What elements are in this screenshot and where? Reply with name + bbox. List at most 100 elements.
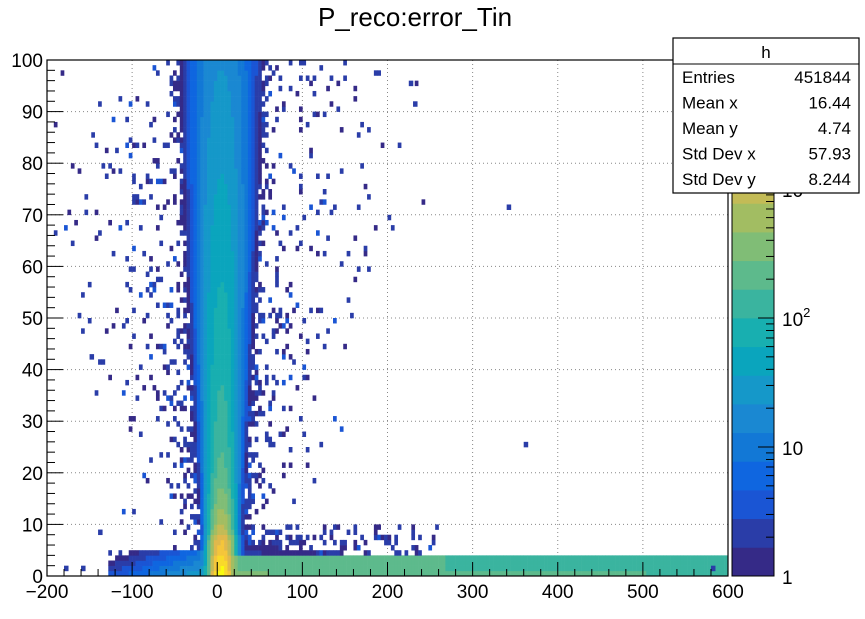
heatmap-bin <box>172 462 177 468</box>
heatmap-bin <box>268 421 273 427</box>
heatmap-bin <box>247 488 252 494</box>
heatmap-bin <box>339 426 344 432</box>
heatmap-bin <box>278 555 283 561</box>
heatmap-bin <box>183 85 187 92</box>
heatmap-bin <box>254 266 259 272</box>
heatmap-bin <box>567 555 572 561</box>
heatmap-bin <box>200 168 204 174</box>
heatmap-bin <box>203 338 208 345</box>
heatmap-bin <box>394 539 399 546</box>
heatmap-bin <box>329 534 334 541</box>
heatmap-bin <box>200 348 204 355</box>
heatmap-bin <box>244 240 249 247</box>
heatmap-bin <box>281 323 286 329</box>
heatmap-bin <box>200 410 204 417</box>
heatmap-bin <box>227 250 232 257</box>
heatmap-bin <box>506 204 512 210</box>
heatmap-bin <box>244 416 249 422</box>
heatmap-bin <box>288 85 293 92</box>
heatmap-bin <box>547 560 552 566</box>
heatmap-bin <box>472 565 477 572</box>
heatmap-bin <box>254 256 259 262</box>
heatmap-bin <box>155 225 160 231</box>
heatmap-bin <box>435 524 439 530</box>
heatmap-bin <box>224 400 228 407</box>
heatmap-bin <box>254 90 259 97</box>
heatmap-bin <box>251 312 256 319</box>
heatmap-bin <box>217 514 221 520</box>
x-tick-label: 0 <box>212 582 223 603</box>
heatmap-bin <box>200 80 204 87</box>
heatmap-bin <box>172 168 177 174</box>
heatmap-bin <box>193 390 198 396</box>
heatmap-bin <box>234 219 238 226</box>
heatmap-bin <box>210 421 215 427</box>
heatmap-bin <box>251 214 256 221</box>
heatmap-bin <box>200 137 204 143</box>
heatmap-bin <box>196 194 201 200</box>
heatmap-bin <box>459 570 463 577</box>
heatmap-bin <box>615 560 620 566</box>
heatmap-bin <box>683 565 688 572</box>
heatmap-bin <box>707 555 712 561</box>
heatmap-bin <box>230 410 235 417</box>
heatmap-bin <box>258 178 262 185</box>
heatmap-bin <box>196 302 201 308</box>
heatmap-bin <box>241 75 245 81</box>
heatmap-bin <box>244 498 249 505</box>
heatmap-bin <box>220 230 225 236</box>
heatmap-bin <box>213 374 218 381</box>
heatmap-bin <box>200 503 204 510</box>
heatmap-bin <box>203 189 208 195</box>
heatmap-bin <box>346 297 351 303</box>
heatmap-bin <box>183 194 187 200</box>
heatmap-bin <box>132 307 136 314</box>
heatmap-bin <box>213 369 218 376</box>
heatmap-bin <box>108 374 112 381</box>
heatmap-bin <box>234 96 238 102</box>
heatmap-bin <box>196 225 201 231</box>
heatmap-bin <box>220 261 225 267</box>
heatmap-bin <box>142 199 147 205</box>
heatmap-bin <box>200 127 204 133</box>
heatmap-bin <box>254 560 259 566</box>
heatmap-bin <box>162 550 167 556</box>
heatmap-bin <box>363 560 368 566</box>
heatmap-bin <box>397 555 402 561</box>
heatmap-bin <box>322 550 327 556</box>
heatmap-bin <box>203 519 208 525</box>
heatmap-bin <box>414 550 419 556</box>
heatmap-bin <box>186 550 191 556</box>
heatmap-bin <box>190 472 194 479</box>
heatmap-bin <box>319 65 324 71</box>
heatmap-bin <box>244 111 249 118</box>
heatmap-bin <box>213 214 218 221</box>
heatmap-bin <box>230 477 235 484</box>
heatmap-bin <box>241 369 245 376</box>
heatmap-bin <box>622 570 627 577</box>
heatmap-bin <box>707 570 712 577</box>
x-tick-label: −100 <box>111 582 154 603</box>
heatmap-bin <box>203 111 208 118</box>
heatmap-bin <box>298 127 303 133</box>
heatmap-bin <box>244 431 249 437</box>
heatmap-bin <box>183 173 187 179</box>
heatmap-bin <box>179 199 184 205</box>
heatmap-bin <box>561 570 565 577</box>
heatmap-bin <box>288 560 293 566</box>
heatmap-bin <box>234 359 238 365</box>
heatmap-bin <box>241 529 245 536</box>
heatmap-bin <box>220 410 225 417</box>
heatmap-bin <box>186 127 191 133</box>
heatmap-bin <box>172 96 177 102</box>
heatmap-bin <box>619 570 623 577</box>
heatmap-bin <box>247 390 252 396</box>
y-tick-label: 0 <box>32 567 43 588</box>
heatmap-bin <box>407 570 412 577</box>
heatmap-bin <box>533 560 538 566</box>
heatmap-bin <box>227 488 232 494</box>
heatmap-bin <box>254 121 259 128</box>
heatmap-bin <box>227 421 232 427</box>
heatmap-bin <box>183 441 187 448</box>
heatmap-bin <box>207 565 211 572</box>
